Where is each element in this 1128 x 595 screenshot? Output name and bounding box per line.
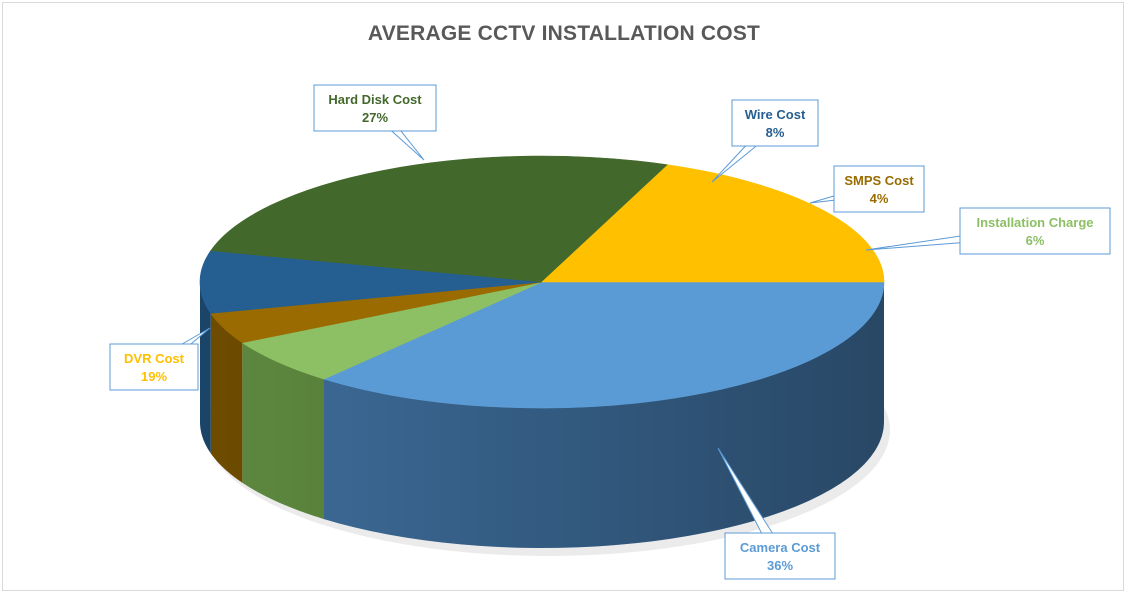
slice-value-hard-disk-cost: 27%: [362, 110, 388, 125]
pie-slice-installation-charge: [241, 281, 543, 380]
pie-slice-hard-disk-cost: [210, 155, 669, 283]
slice-label-installation-charge: Installation Charge: [976, 215, 1093, 230]
callout-box-wire-cost: [731, 99, 819, 147]
slice-value-camera-cost: 36%: [767, 558, 793, 573]
slice-value-wire-cost: 8%: [766, 125, 785, 140]
callout-box-hard-disk-cost: [313, 84, 437, 132]
callout-box-camera-cost: [724, 532, 836, 580]
pie-slice-camera-cost: [323, 281, 885, 409]
callout-box-dvr-cost: [109, 343, 199, 391]
chart-title: AVERAGE CCTV INSTALLATION COST: [367, 22, 761, 45]
pie-slice-dvr-cost: [541, 164, 885, 283]
pie-slice-wire-cost: [199, 250, 543, 314]
slice-label-smps-cost: SMPS Cost: [844, 173, 914, 188]
callout-box-smps-cost: [833, 165, 925, 213]
callout-box-installation-charge: [959, 207, 1111, 255]
slice-label-wire-cost: Wire Cost: [745, 107, 806, 122]
slice-label-dvr-cost: DVR Cost: [124, 351, 185, 366]
slice-label-camera-cost: Camera Cost: [740, 540, 821, 555]
slice-value-installation-charge: 6%: [1026, 233, 1045, 248]
slice-value-smps-cost: 4%: [870, 191, 889, 206]
slice-label-hard-disk-cost: Hard Disk Cost: [328, 92, 422, 107]
pie-side-shading: [200, 282, 884, 548]
slice-value-dvr-cost: 19%: [141, 369, 167, 384]
